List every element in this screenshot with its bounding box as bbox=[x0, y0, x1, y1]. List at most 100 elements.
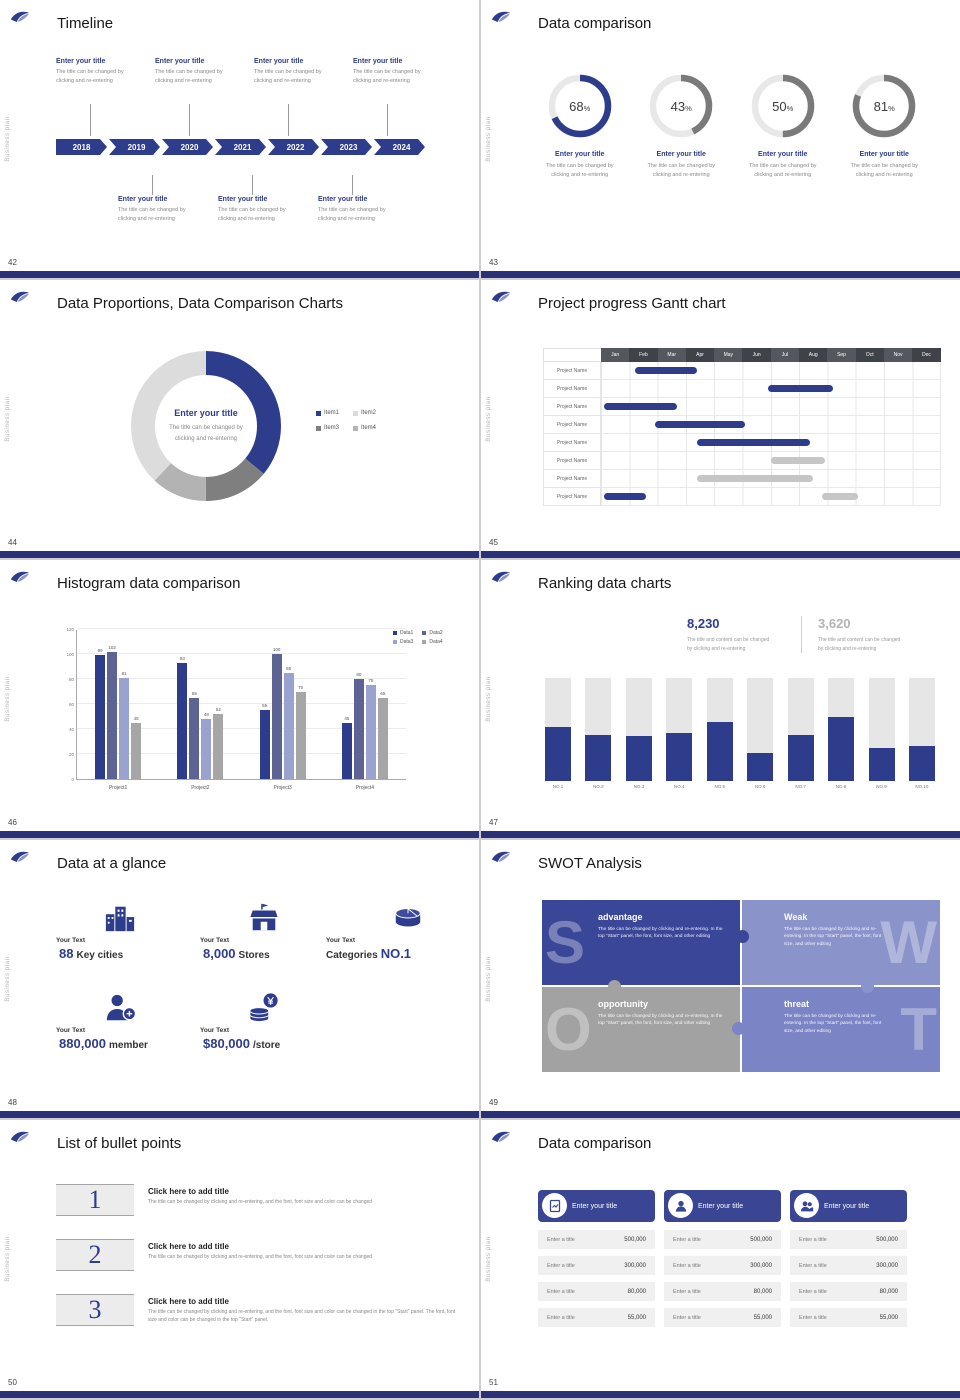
puzzle-tab bbox=[861, 980, 874, 993]
swot-grid: S advantage The title can be changed by … bbox=[542, 900, 940, 1072]
gantt-row-label: Project Name bbox=[543, 488, 601, 506]
logo-icon bbox=[10, 1131, 30, 1142]
progress-ring-item: 81% Enter your title The title can be chan… bbox=[834, 74, 936, 181]
legend-item: Data1 bbox=[393, 630, 413, 636]
gantt-row-label: Project Name bbox=[543, 434, 601, 452]
ring-percent-number: 81 bbox=[873, 98, 889, 114]
slide-47-ranking[interactable]: Business plan Ranking data charts 8,230 … bbox=[481, 560, 960, 838]
legend-item: Data3 bbox=[393, 639, 413, 645]
stat-number: NO.1 bbox=[380, 946, 412, 961]
bullet-title: Click here to add title bbox=[148, 1187, 229, 1196]
card-row-label: Enter a title bbox=[547, 1288, 575, 1295]
y-tick-label: 80 bbox=[68, 677, 74, 682]
bar-groups: 99 102 81 45 Project1 93 65 48 52 Project2 55 100 85… bbox=[77, 630, 406, 791]
bar: 45 bbox=[131, 716, 142, 779]
slide-49-swot-analysis[interactable]: Business plan SWOT Analysis S advantage … bbox=[481, 840, 960, 1118]
percent-sign: % bbox=[786, 103, 794, 113]
page-number: 43 bbox=[489, 258, 498, 267]
stat-label: Your Text bbox=[56, 937, 86, 944]
stat-desc-line: The title and content can be changed bbox=[687, 637, 770, 643]
card-row: Enter a title 300,000 bbox=[664, 1256, 781, 1275]
slide-50-bullet-list[interactable]: Business plan List of bullet points 1 Cli… bbox=[0, 1120, 479, 1398]
gantt-month-cell: Jun bbox=[742, 348, 771, 362]
bar-value-label: 100 bbox=[272, 647, 281, 652]
gantt-month-cell: Apr bbox=[685, 348, 715, 362]
stat-item-members: Your Text 880,000 member bbox=[56, 992, 206, 1051]
user-icon bbox=[675, 1200, 686, 1212]
rank-fill bbox=[706, 722, 733, 781]
card-row-label: Enter a title bbox=[799, 1262, 827, 1269]
ring-title: Enter your title bbox=[555, 151, 605, 158]
slide-43-data-comparison[interactable]: Business plan Data comparison 68% Enter y… bbox=[481, 0, 960, 278]
card-header: Enter your title bbox=[664, 1190, 781, 1222]
slide-51-data-comparison-cards[interactable]: Business plan Data comparison Enter your… bbox=[481, 1120, 960, 1398]
ring-desc: The title can be changed by clicking and … bbox=[545, 163, 614, 179]
gantt-month-cell: Dec bbox=[912, 348, 941, 362]
slide-42-timeline[interactable]: Business plan Timeline Enter your title T… bbox=[0, 0, 479, 278]
bar: 81 bbox=[119, 671, 130, 779]
timeline-item: Enter your title The title can be changed… bbox=[318, 175, 418, 225]
rank-column: NO.8 bbox=[828, 678, 855, 789]
gridline bbox=[77, 678, 406, 679]
slide-44-donut-chart[interactable]: Business plan Data Proportions, Data Com… bbox=[0, 280, 479, 558]
slide-48-data-at-a-glance[interactable]: Business plan Data at a glance Your Text… bbox=[0, 840, 479, 1118]
stat-label: Your Text bbox=[56, 1027, 86, 1034]
card-header: Enter your title bbox=[538, 1190, 655, 1222]
stat-number: $80,000 bbox=[203, 1036, 250, 1051]
percent-sign: % bbox=[888, 103, 895, 113]
ranking-bar-chart: NO.1 NO.2 NO.3 NO.4 NO.5 NO.6 NO.7 NO.8 NO.9 NO.1… bbox=[545, 678, 935, 789]
rank-column-label: NO.2 bbox=[593, 784, 604, 789]
card-row-label: Enter a title bbox=[673, 1314, 701, 1321]
gantt-row: Project Name bbox=[543, 380, 941, 398]
bullet-text: Click here to add title The title can be … bbox=[148, 1239, 458, 1262]
sidebar-vertical-text: Business plan bbox=[486, 676, 492, 722]
page-title: Ranking data charts bbox=[538, 575, 672, 592]
bar: 65 bbox=[377, 691, 388, 779]
logo-icon bbox=[10, 11, 30, 22]
legend-label: Data3 bbox=[400, 639, 414, 645]
y-tick-label: 120 bbox=[66, 627, 74, 632]
card-row-value: 300,000 bbox=[876, 1262, 898, 1269]
stat-label: Your Text bbox=[200, 1027, 230, 1034]
card-row-value: 55,000 bbox=[879, 1314, 898, 1321]
swot-quadrant-title: Weak bbox=[784, 912, 808, 922]
bar-group: 45 80 75 65 Project4 bbox=[341, 672, 388, 791]
ring-percent: 81% bbox=[852, 74, 916, 138]
bar: 48 bbox=[201, 712, 212, 779]
card-row-label: Enter a title bbox=[673, 1288, 701, 1295]
legend-item: Item2 bbox=[353, 410, 376, 416]
rank-column: NO.9 bbox=[868, 678, 895, 789]
swot-letter-t: T bbox=[900, 995, 937, 1063]
card-header: Enter your title bbox=[790, 1190, 907, 1222]
logo-icon bbox=[10, 291, 30, 302]
swot-quadrant-title: threat bbox=[784, 999, 810, 1009]
add-member-icon bbox=[106, 994, 136, 1021]
bullet-number: 2 bbox=[88, 1240, 102, 1269]
logo-icon bbox=[10, 571, 30, 582]
bullet-list: 1 Click here to add title The title can be… bbox=[56, 1184, 458, 1349]
progress-ring-graphic: 50% bbox=[751, 74, 815, 138]
slide-46-histogram[interactable]: Business plan Histogram data comparison … bbox=[0, 560, 479, 838]
x-tick-label: Project4 bbox=[355, 785, 375, 791]
progress-ring-graphic: 81% bbox=[852, 74, 916, 138]
gantt-bar bbox=[635, 367, 698, 374]
page-title: Data comparison bbox=[538, 15, 652, 32]
gantt-month-cell: Nov bbox=[883, 348, 913, 362]
gantt-month-cell: Jul bbox=[770, 348, 800, 362]
slide-45-gantt-chart[interactable]: Business plan Project progress Gantt cha… bbox=[481, 280, 960, 558]
card-row-value: 55,000 bbox=[627, 1314, 646, 1321]
bar: 93 bbox=[177, 656, 188, 779]
store-icon bbox=[250, 903, 278, 931]
card-row: Enter a title 80,000 bbox=[538, 1282, 655, 1301]
logo-icon bbox=[491, 291, 511, 302]
donut-segment-item3 bbox=[131, 351, 281, 501]
x-tick-label: Project2 bbox=[191, 785, 210, 791]
stat-number: 88 bbox=[59, 946, 74, 961]
stat-desc: The title and content can be changed by … bbox=[818, 636, 915, 653]
swot-quadrant-body: threat The title can be changed by click… bbox=[784, 999, 882, 1035]
bullet-number-box: 2 bbox=[56, 1239, 134, 1271]
rank-column: NO.3 bbox=[625, 678, 652, 789]
page-number: 51 bbox=[489, 1378, 498, 1387]
gantt-row-label: Project Name bbox=[543, 452, 601, 470]
